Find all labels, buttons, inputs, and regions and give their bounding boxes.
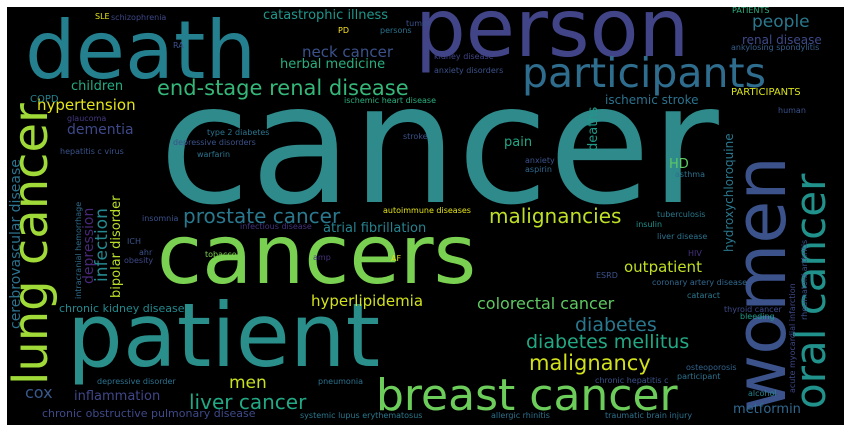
word-diabetes: diabetes [575, 314, 657, 336]
word-autoimmune-diseases: autoimmune diseases [383, 206, 471, 215]
word-amp: amp [313, 253, 331, 262]
word-chronic-obstructive-pulmonary-disease: chronic obstructive pulmonary disease [42, 407, 256, 420]
word-patients-upper: PATIENTS [732, 7, 770, 15]
word-death: death [25, 7, 257, 97]
word-bleeding: bleeding [740, 312, 775, 321]
word-ischemic-stroke: ischemic stroke [605, 93, 699, 107]
word-copd: COPD [30, 94, 59, 105]
word-type-2-diabetes: type 2 diabetes [207, 128, 270, 137]
word-anxiety: anxiety [525, 156, 555, 165]
word-schizophrenia: schizophrenia [111, 13, 167, 22]
word-stroke: stroke [403, 132, 428, 141]
word-depression: depression [81, 207, 97, 284]
word-herbal-medicine: herbal medicine [280, 57, 386, 72]
word-people: people [752, 12, 810, 32]
word-ich: ICH [127, 237, 141, 246]
word-tobacco: tobacco [205, 250, 237, 259]
word-colorectal-cancer: colorectal cancer [477, 294, 615, 313]
word-liver-cancer: liver cancer [189, 390, 307, 414]
word-depressive-disorders: depressive disorders [173, 138, 256, 147]
word-liver-disease: liver disease [657, 232, 708, 241]
word-cloud-board: cancer cancers patient death person part… [7, 7, 844, 425]
word-ahr: ahr [139, 248, 153, 257]
word-outpatient: outpatient [624, 258, 702, 276]
word-acute-myocardial-infarction: acute myocardial infarction [788, 283, 797, 393]
word-deaths: deaths [586, 106, 601, 151]
word-dementia: dementia [67, 122, 134, 138]
word-hydroxychloroquine: hydroxychloroquine [722, 133, 736, 252]
word-cerebrovascular-disease: cerebrovascular disease [8, 159, 24, 329]
word-malignancy: malignancy [529, 351, 651, 375]
word-participant: participant [677, 372, 721, 381]
word-participants-upper: PARTICIPANTS [731, 87, 801, 98]
word-breast-cancer: breast cancer [376, 370, 678, 421]
word-children: children [71, 79, 124, 94]
word-cancer: cancer [159, 49, 719, 242]
word-allergic-rhinitis: allergic rhinitis [491, 411, 550, 420]
word-catastrophic-illness: catastrophic illness [263, 8, 389, 23]
word-coronary-artery-disease: coronary artery disease [652, 278, 748, 287]
word-inflammation: inflammation [74, 389, 161, 404]
word-warfarin: warfarin [197, 150, 231, 159]
word-asthma: asthma [675, 170, 705, 179]
word-chronic-kidney-disease: chronic kidney disease [59, 302, 185, 315]
word-aspirin: aspirin [525, 165, 552, 174]
word-tumor: tumor [406, 19, 431, 28]
word-ra: RA [173, 41, 184, 50]
word-bipolar-disorder: bipolar disorder [109, 195, 124, 298]
word-diabetes-mellitus: diabetes mellitus [526, 331, 690, 353]
word-hd: HD [669, 157, 689, 172]
word-tuberculosis: tuberculosis [657, 210, 706, 219]
word-neck-cancer: neck cancer [302, 43, 394, 61]
word-hypertension: hypertension [37, 96, 136, 114]
word-renal-disease: renal disease [742, 33, 822, 47]
word-hiv: HIV [688, 249, 702, 258]
word-metformin: metformin [733, 402, 801, 417]
word-ankylosing-spondylitis: ankylosing spondylitis [731, 43, 820, 52]
word-atrial-fibrillation: atrial fibrillation [323, 221, 427, 236]
word-end-stage-renal-disease: end-stage renal disease [157, 76, 409, 100]
word-infectious-disease: infectious disease [240, 222, 312, 231]
word-hepatitis-c-virus: hepatitis c virus [60, 147, 124, 156]
word-obesity: obesity [124, 256, 154, 265]
word-participants: participants [522, 49, 766, 97]
word-cancers: cancers [157, 208, 477, 303]
word-af: AF [391, 254, 402, 263]
word-insomnia: insomnia [142, 214, 179, 223]
word-pain: pain [504, 135, 533, 150]
word-alcohol: alcohol [748, 389, 777, 398]
word-glaucoma: glaucoma [67, 114, 107, 123]
word-rheumatoid-arthritis: rheumatoid arthritis [800, 239, 809, 320]
word-thyroid-cancer: thyroid cancer [724, 305, 782, 314]
word-esrd: ESRD [596, 271, 618, 280]
word-depressive-disorder: depressive disorder [97, 377, 176, 386]
word-ischemic-heart-disease: ischemic heart disease [344, 96, 436, 105]
word-intracranial-hemorrhage: intracranial hemorrhage [74, 201, 83, 299]
word-person: person [415, 7, 690, 75]
word-prostate-cancer: prostate cancer [183, 204, 341, 228]
word-chronic-hepatitis-c: chronic hepatitis c [595, 376, 669, 385]
word-malignancies: malignancies [489, 204, 622, 228]
word-osteoporosis: osteoporosis [686, 363, 737, 372]
word-cataract: cataract [687, 291, 721, 300]
word-patient: patient [67, 284, 381, 387]
word-pneumonia: pneumonia [318, 377, 364, 386]
word-anxiety-disorders: anxiety disorders [434, 66, 504, 75]
word-hyperlipidemia: hyperlipidemia [311, 292, 424, 310]
word-human: human [778, 106, 806, 115]
word-cox: cox [25, 383, 53, 402]
word-kidney-disease: kidney disease [434, 52, 494, 61]
word-sle: SLE [95, 12, 110, 21]
word-insulin: insulin [636, 220, 663, 229]
word-persons: persons [380, 26, 412, 35]
word-men: men [229, 373, 267, 393]
word-traumatic-brain-injury: traumatic brain injury [605, 411, 693, 420]
word-pd: PD [338, 26, 349, 35]
word-systemic-lupus-erythematosus: systemic lupus erythematosus [300, 411, 423, 420]
